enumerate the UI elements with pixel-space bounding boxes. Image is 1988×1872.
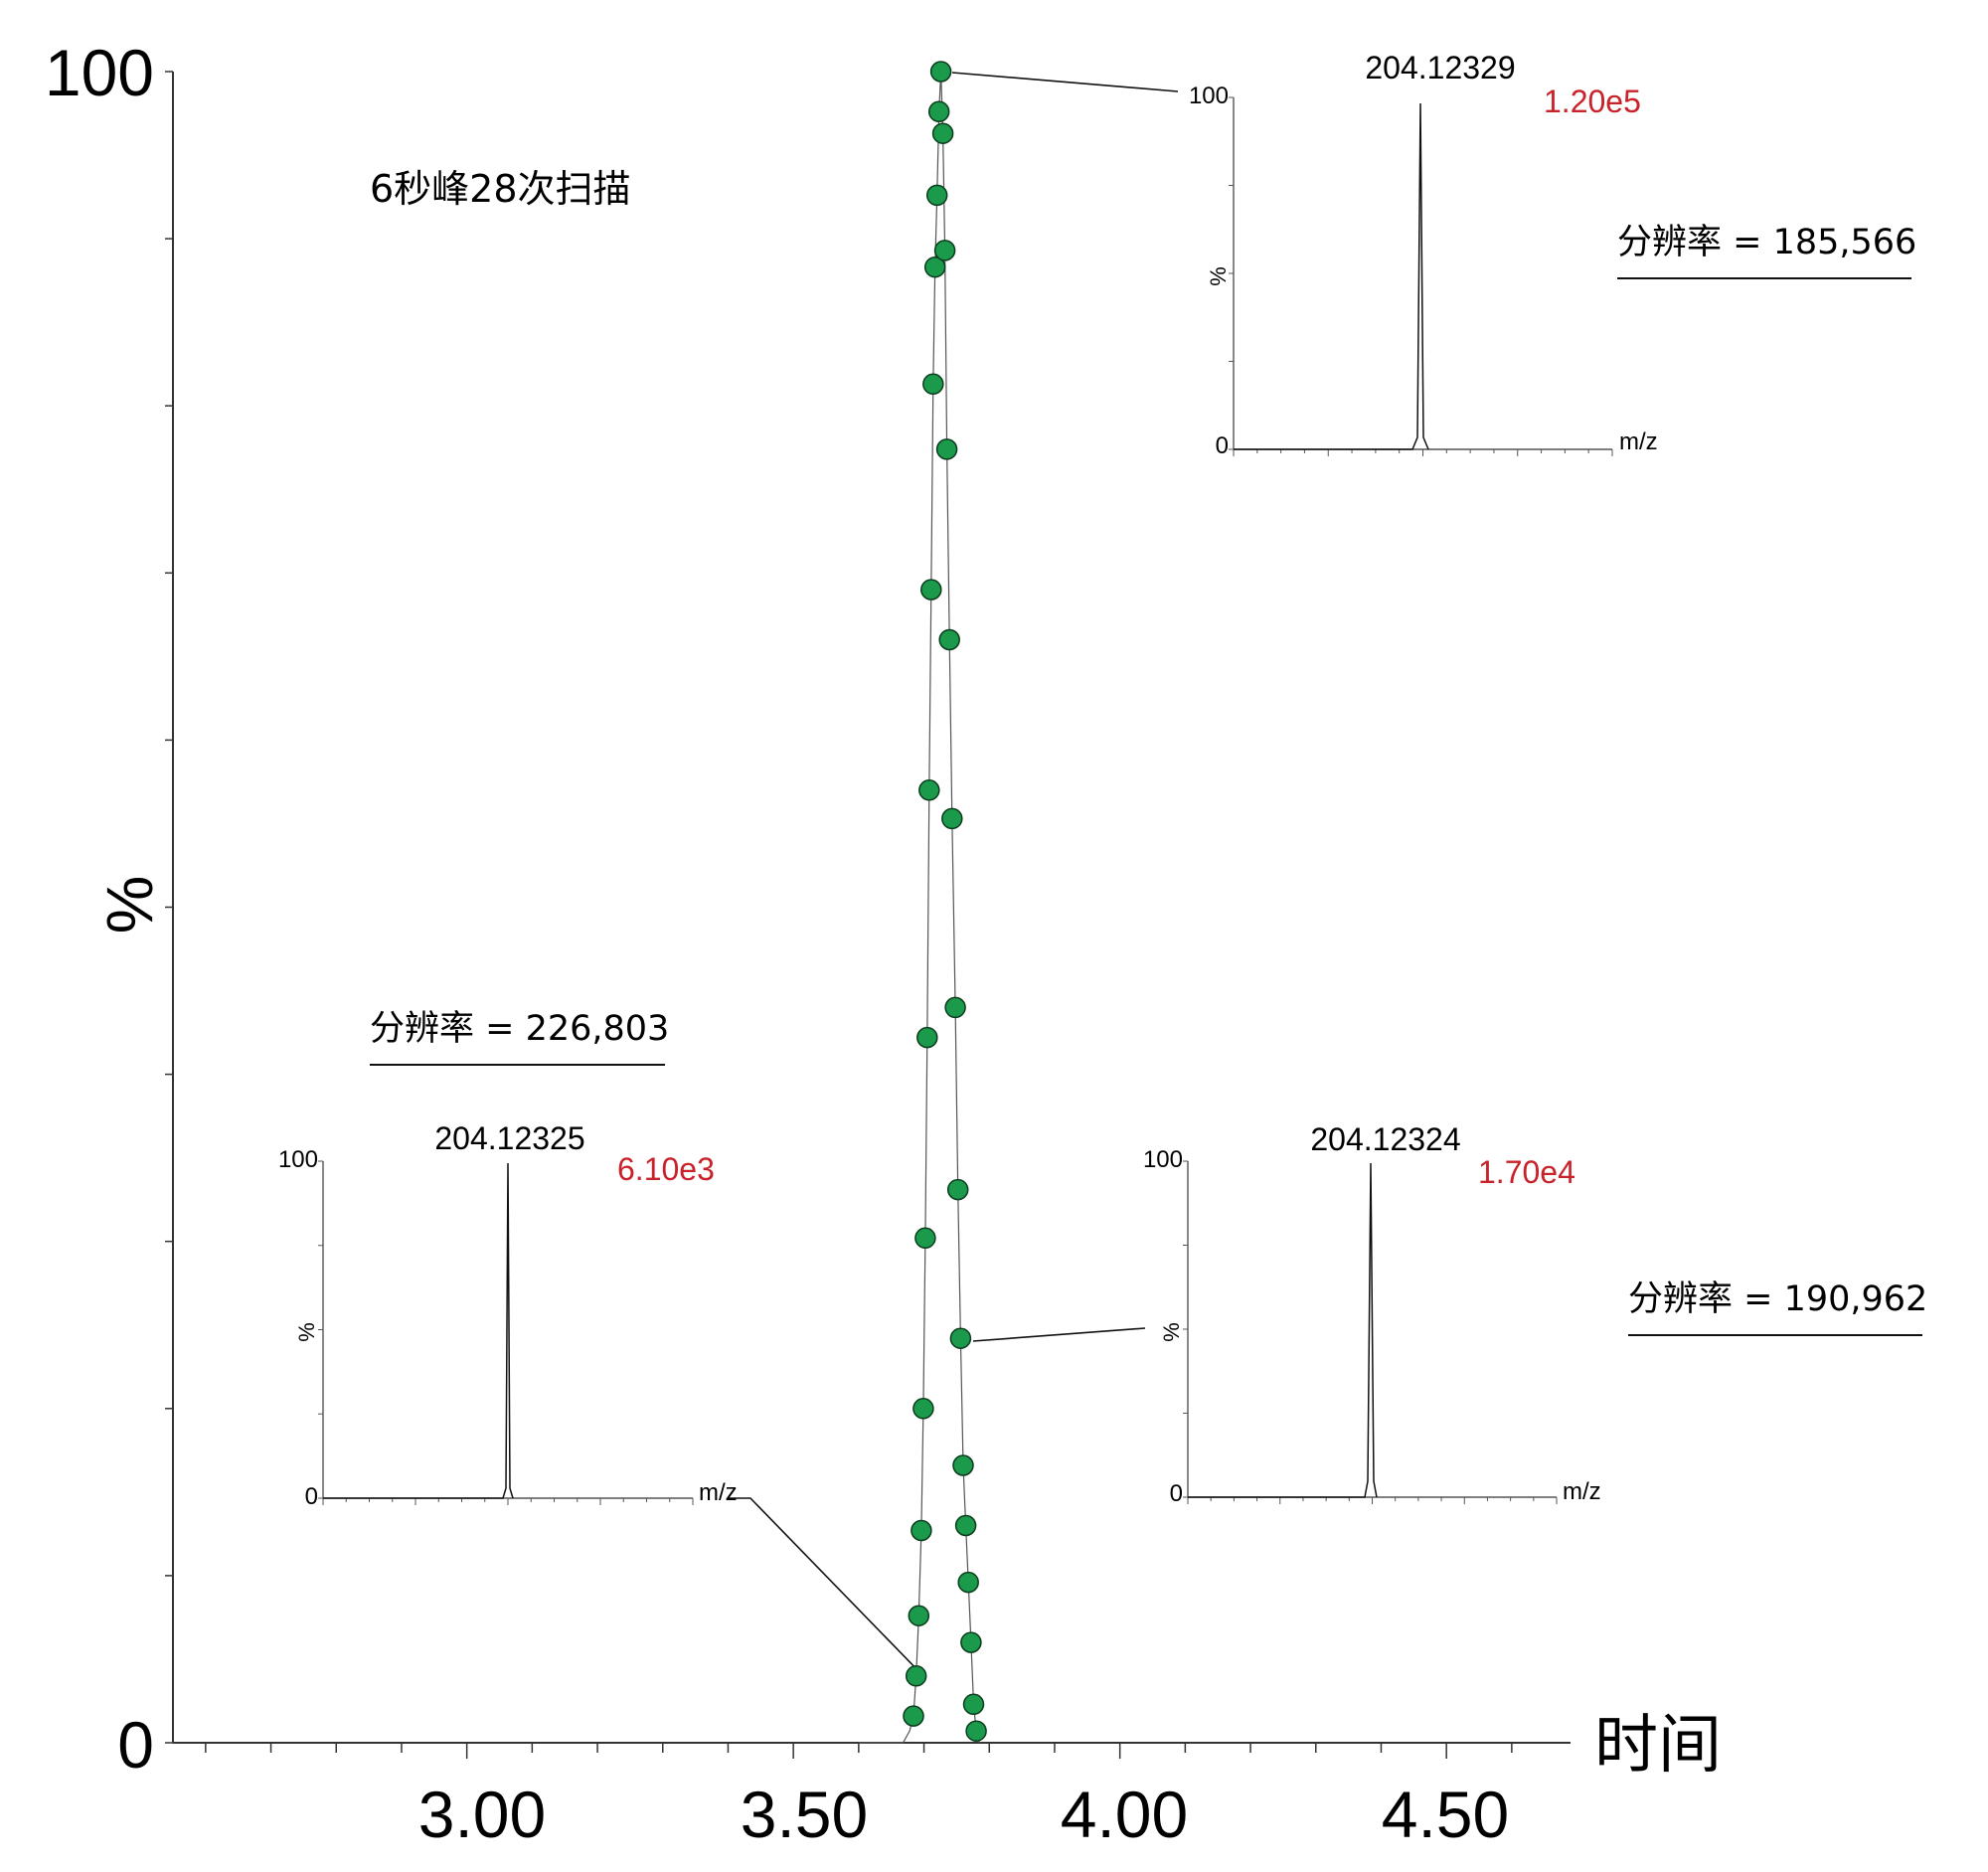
inset-top-ticks <box>1229 96 1613 456</box>
inset-top-peak <box>1234 102 1429 450</box>
inset-top-y-label: % <box>1206 266 1231 286</box>
scan-point <box>952 1454 974 1476</box>
inset-left-peak <box>323 1162 514 1499</box>
scan-point <box>905 1665 927 1687</box>
scan-point <box>946 1178 969 1201</box>
scan-point <box>903 1705 924 1727</box>
main-y-minor-ticks <box>165 71 173 1744</box>
inset-right-intensity: 1.70e4 <box>1478 1154 1575 1190</box>
inset-right-peak <box>1188 1162 1378 1498</box>
inset-right-y-tick-0: 0 <box>1170 1480 1183 1507</box>
scan-point <box>927 100 950 123</box>
inset-left-intensity: 6.10e3 <box>617 1151 715 1187</box>
inset-left-y-tick-100: 100 <box>278 1146 318 1173</box>
scan-point <box>929 61 952 83</box>
scan-point <box>912 1398 934 1420</box>
leader-line-top <box>951 72 1179 92</box>
scan-point <box>918 779 940 801</box>
inset-spectrum-left: 100 0 % m/z 204.12325 6.10e3 分辨率 = 226,8… <box>278 1009 738 1510</box>
inset-top-peak-label: 204.12329 <box>1365 50 1515 85</box>
scan-point <box>938 628 960 651</box>
scan-point <box>916 1026 938 1049</box>
x-tick-400: 4.00 <box>1061 1778 1188 1851</box>
x-tick-450: 4.50 <box>1382 1778 1509 1851</box>
scan-point <box>908 1605 930 1626</box>
scan-point <box>941 807 963 830</box>
leader-line-right <box>972 1327 1146 1342</box>
leader-lines <box>729 72 1179 1679</box>
scan-point <box>922 373 944 396</box>
scan-point <box>965 1720 987 1742</box>
x-tick-300: 3.00 <box>418 1778 546 1851</box>
inset-spectrum-right: 100 0 % m/z 204.12324 1.70e4 分辨率 = 190,9… <box>1143 1121 1927 1507</box>
scan-point <box>935 438 958 460</box>
scan-point <box>949 1327 972 1349</box>
scan-point <box>920 579 942 600</box>
scan-annotation: 6秒峰28次扫描 <box>370 167 631 211</box>
scan-point <box>962 1693 985 1716</box>
y-tick-100: 100 <box>45 36 154 109</box>
inset-right-resolution: 分辨率 = 190,962 <box>1628 1279 1927 1319</box>
scan-point <box>914 1227 936 1250</box>
scan-point <box>933 240 956 261</box>
scan-point <box>925 184 948 207</box>
scan-point <box>931 122 954 144</box>
scan-points <box>903 61 987 1742</box>
main-axes <box>165 71 1571 1759</box>
inset-right-x-label: m/z <box>1563 1478 1601 1505</box>
inset-top-y-tick-100: 100 <box>1189 83 1229 109</box>
inset-spectrum-top: 100 0 % m/z 204.12329 1.20e5 分辨率 = 185,5… <box>1189 50 1916 459</box>
inset-top-y-tick-0: 0 <box>1216 432 1229 459</box>
inset-left-y-tick-0: 0 <box>305 1483 318 1510</box>
inset-left-ticks <box>318 1160 694 1505</box>
scan-point <box>957 1571 979 1594</box>
inset-right-y-label: % <box>1159 1322 1184 1342</box>
inset-top-x-label: m/z <box>1619 428 1658 455</box>
inset-left-peak-label: 204.12325 <box>434 1120 584 1156</box>
inset-left-resolution: 分辨率 = 226,803 <box>370 1009 669 1049</box>
y-tick-0: 0 <box>117 1708 154 1782</box>
scan-point <box>954 1514 977 1537</box>
leader-line-left <box>729 1497 926 1679</box>
scan-point <box>944 996 966 1019</box>
inset-top-resolution: 分辨率 = 185,566 <box>1617 223 1916 262</box>
scan-point <box>911 1519 932 1542</box>
scan-point <box>923 255 946 278</box>
inset-top-intensity: 1.20e5 <box>1544 84 1641 119</box>
x-axis-label: 时间 <box>1594 1709 1722 1783</box>
main-x-minor-ticks <box>205 1743 1513 1759</box>
chromatogram-trace <box>858 71 980 1744</box>
inset-right-peak-label: 204.12324 <box>1310 1121 1460 1157</box>
x-tick-350: 3.50 <box>741 1778 868 1851</box>
inset-right-y-tick-100: 100 <box>1143 1146 1183 1173</box>
inset-left-y-label: % <box>294 1322 319 1342</box>
y-axis-label: % <box>92 876 166 935</box>
inset-left-x-label: m/z <box>699 1479 738 1506</box>
scan-point <box>960 1631 982 1653</box>
